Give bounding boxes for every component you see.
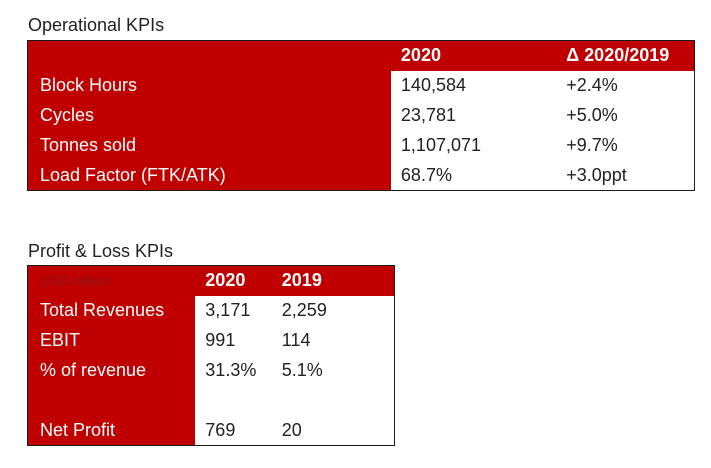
table-row: Cycles 23,781 +5.0% bbox=[27, 100, 695, 131]
row-delta: +3.0ppt bbox=[554, 160, 695, 191]
profit-loss-kpis-title: Profit & Loss KPIs bbox=[28, 241, 174, 261]
profit-loss-kpis-table: USD million 2020 2019 Total Revenues 3,1… bbox=[27, 265, 395, 446]
row-label: % of revenue bbox=[27, 355, 196, 386]
row-label bbox=[27, 385, 196, 416]
table-row: Load Factor (FTK/ATK) 68.7% +3.0ppt bbox=[27, 160, 695, 191]
table-row: % of revenue 31.3% 5.1% bbox=[27, 355, 395, 386]
row-value-2019: 2,259 bbox=[273, 295, 395, 326]
row-value-2020 bbox=[195, 385, 274, 416]
row-value-2020: 1,107,071 bbox=[390, 130, 555, 161]
operational-kpis-table: 2020 Δ 2020/2019 Block Hours 140,584 +2.… bbox=[27, 40, 695, 191]
header-cell-2020: 2020 bbox=[195, 265, 274, 296]
row-label: Total Revenues bbox=[27, 295, 196, 326]
row-value-2020: 3,171 bbox=[195, 295, 274, 326]
header-cell-delta: Δ 2020/2019 bbox=[554, 40, 695, 71]
row-value-2020: 140,584 bbox=[390, 70, 555, 101]
row-value-2020: 991 bbox=[195, 325, 274, 356]
table-header-row: USD million 2020 2019 bbox=[27, 265, 395, 296]
row-label: Block Hours bbox=[27, 70, 391, 101]
row-value-2020: 23,781 bbox=[390, 100, 555, 131]
row-delta: +9.7% bbox=[554, 130, 695, 161]
table-header-row: 2020 Δ 2020/2019 bbox=[27, 40, 695, 71]
table-row: Net Profit 769 20 bbox=[27, 415, 395, 446]
row-value-2019: 5.1% bbox=[273, 355, 395, 386]
unit-label: USD million bbox=[27, 265, 196, 296]
row-label: Load Factor (FTK/ATK) bbox=[27, 160, 391, 191]
operational-kpis-title: Operational KPIs bbox=[28, 15, 165, 35]
row-delta: +5.0% bbox=[554, 100, 695, 131]
row-value-2019: 114 bbox=[273, 325, 395, 356]
row-label: Cycles bbox=[27, 100, 391, 131]
table-row-spacer bbox=[27, 385, 395, 416]
table-row: Total Revenues 3,171 2,259 bbox=[27, 295, 395, 326]
table-row: Tonnes sold 1,107,071 +9.7% bbox=[27, 130, 695, 161]
header-cell-label bbox=[27, 40, 391, 71]
row-delta: +2.4% bbox=[554, 70, 695, 101]
row-value-2019: 20 bbox=[273, 415, 395, 446]
row-label: EBIT bbox=[27, 325, 196, 356]
row-value-2020: 31.3% bbox=[195, 355, 274, 386]
table-row: Block Hours 140,584 +2.4% bbox=[27, 70, 695, 101]
header-cell-2020: 2020 bbox=[390, 40, 555, 71]
header-cell-2019: 2019 bbox=[273, 265, 395, 296]
row-value-2019 bbox=[273, 385, 395, 416]
row-value-2020: 769 bbox=[195, 415, 274, 446]
row-label: Net Profit bbox=[27, 415, 196, 446]
table-row: EBIT 991 114 bbox=[27, 325, 395, 356]
row-value-2020: 68.7% bbox=[390, 160, 555, 191]
row-label: Tonnes sold bbox=[27, 130, 391, 161]
